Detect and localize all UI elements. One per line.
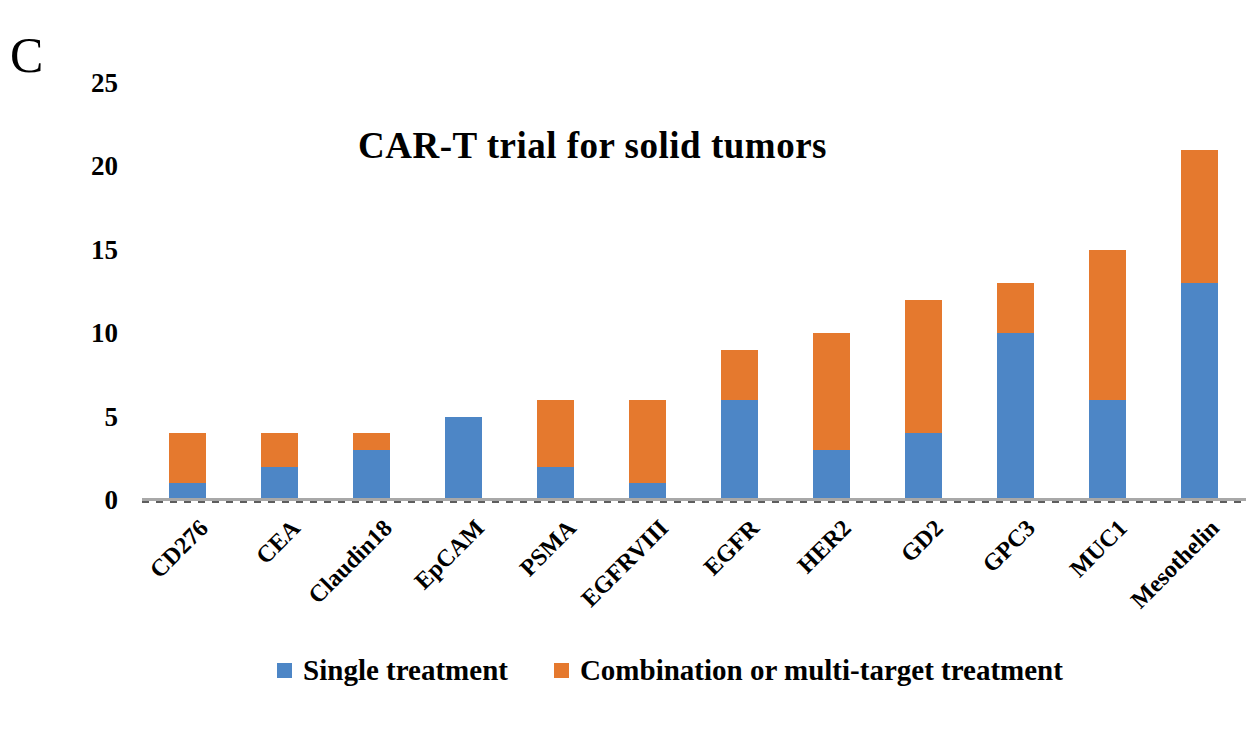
- bar-segment: [1181, 150, 1218, 283]
- bar-segment: [353, 450, 390, 500]
- bar-segment: [537, 400, 574, 467]
- bar-slot-gd2: [877, 83, 969, 500]
- bar-slot-egfr: [694, 83, 786, 500]
- bar-segment: [813, 333, 850, 450]
- bar-slot-egfrviii: [602, 83, 694, 500]
- y-axis-tick-label: 25: [0, 68, 118, 98]
- bar-segment: [629, 400, 666, 483]
- stacked-bar-claudin18: [353, 433, 390, 500]
- stacked-bar-psma: [537, 400, 574, 500]
- stacked-bar-cd276: [169, 433, 206, 500]
- bar-segment: [1089, 250, 1126, 400]
- stacked-bar-muc1: [1089, 250, 1126, 500]
- y-axis-tick-label: 5: [0, 402, 118, 432]
- bar-segment: [905, 433, 942, 500]
- bar-slot-muc1: [1061, 83, 1153, 500]
- bar-segment: [721, 350, 758, 400]
- bar-segment: [997, 333, 1034, 500]
- bar-slot-her2: [785, 83, 877, 500]
- y-axis-tick-label: 20: [0, 151, 118, 181]
- figure-panel-c: C CAR-T trial for solid tumors 051015202…: [0, 0, 1260, 747]
- bar-segment: [261, 433, 298, 466]
- bar-slot-claudin18: [326, 83, 418, 500]
- plot-area: [142, 83, 1245, 500]
- bar-segment: [169, 433, 206, 483]
- legend-item: Combination or multi-target treatment: [554, 654, 1063, 687]
- stacked-bar-her2: [813, 333, 850, 500]
- legend-label: Combination or multi-target treatment: [580, 654, 1063, 687]
- chart-legend: Single treatment Combination or multi-tar…: [80, 654, 1260, 687]
- stacked-bar-epcam: [445, 417, 482, 500]
- legend-label: Single treatment: [303, 654, 508, 687]
- stacked-bar-gpc3: [997, 283, 1034, 500]
- bar-segment: [905, 300, 942, 433]
- stacked-bar-egfr: [721, 350, 758, 500]
- y-axis-tick-label: 15: [0, 235, 118, 265]
- bar-segment: [721, 400, 758, 500]
- bar-segment: [537, 467, 574, 500]
- bar-slot-psma: [510, 83, 602, 500]
- bar-segment: [813, 450, 850, 500]
- bar-slot-mesothelin: [1153, 83, 1245, 500]
- bar-segment: [445, 417, 482, 500]
- stacked-bar-gd2: [905, 300, 942, 500]
- bar-slot-gpc3: [969, 83, 1061, 500]
- bar-segment: [1089, 400, 1126, 500]
- bar-segment: [261, 467, 298, 500]
- bar-segment: [1181, 283, 1218, 500]
- x-axis-tick-marks: [142, 501, 1246, 503]
- stacked-bar-mesothelin: [1181, 150, 1218, 500]
- bar-slot-cea: [234, 83, 326, 500]
- stacked-bar-cea: [261, 433, 298, 500]
- legend-swatch-icon: [277, 663, 292, 678]
- stacked-bar-egfrviii: [629, 400, 666, 500]
- bar-segment: [353, 433, 390, 450]
- y-axis-tick-label: 0: [0, 485, 118, 515]
- bar-slot-cd276: [142, 83, 234, 500]
- bar-slot-epcam: [418, 83, 510, 500]
- legend-swatch-icon: [554, 663, 569, 678]
- bar-segment: [997, 283, 1034, 333]
- y-axis-tick-label: 10: [0, 318, 118, 348]
- legend-item: Single treatment: [277, 654, 508, 687]
